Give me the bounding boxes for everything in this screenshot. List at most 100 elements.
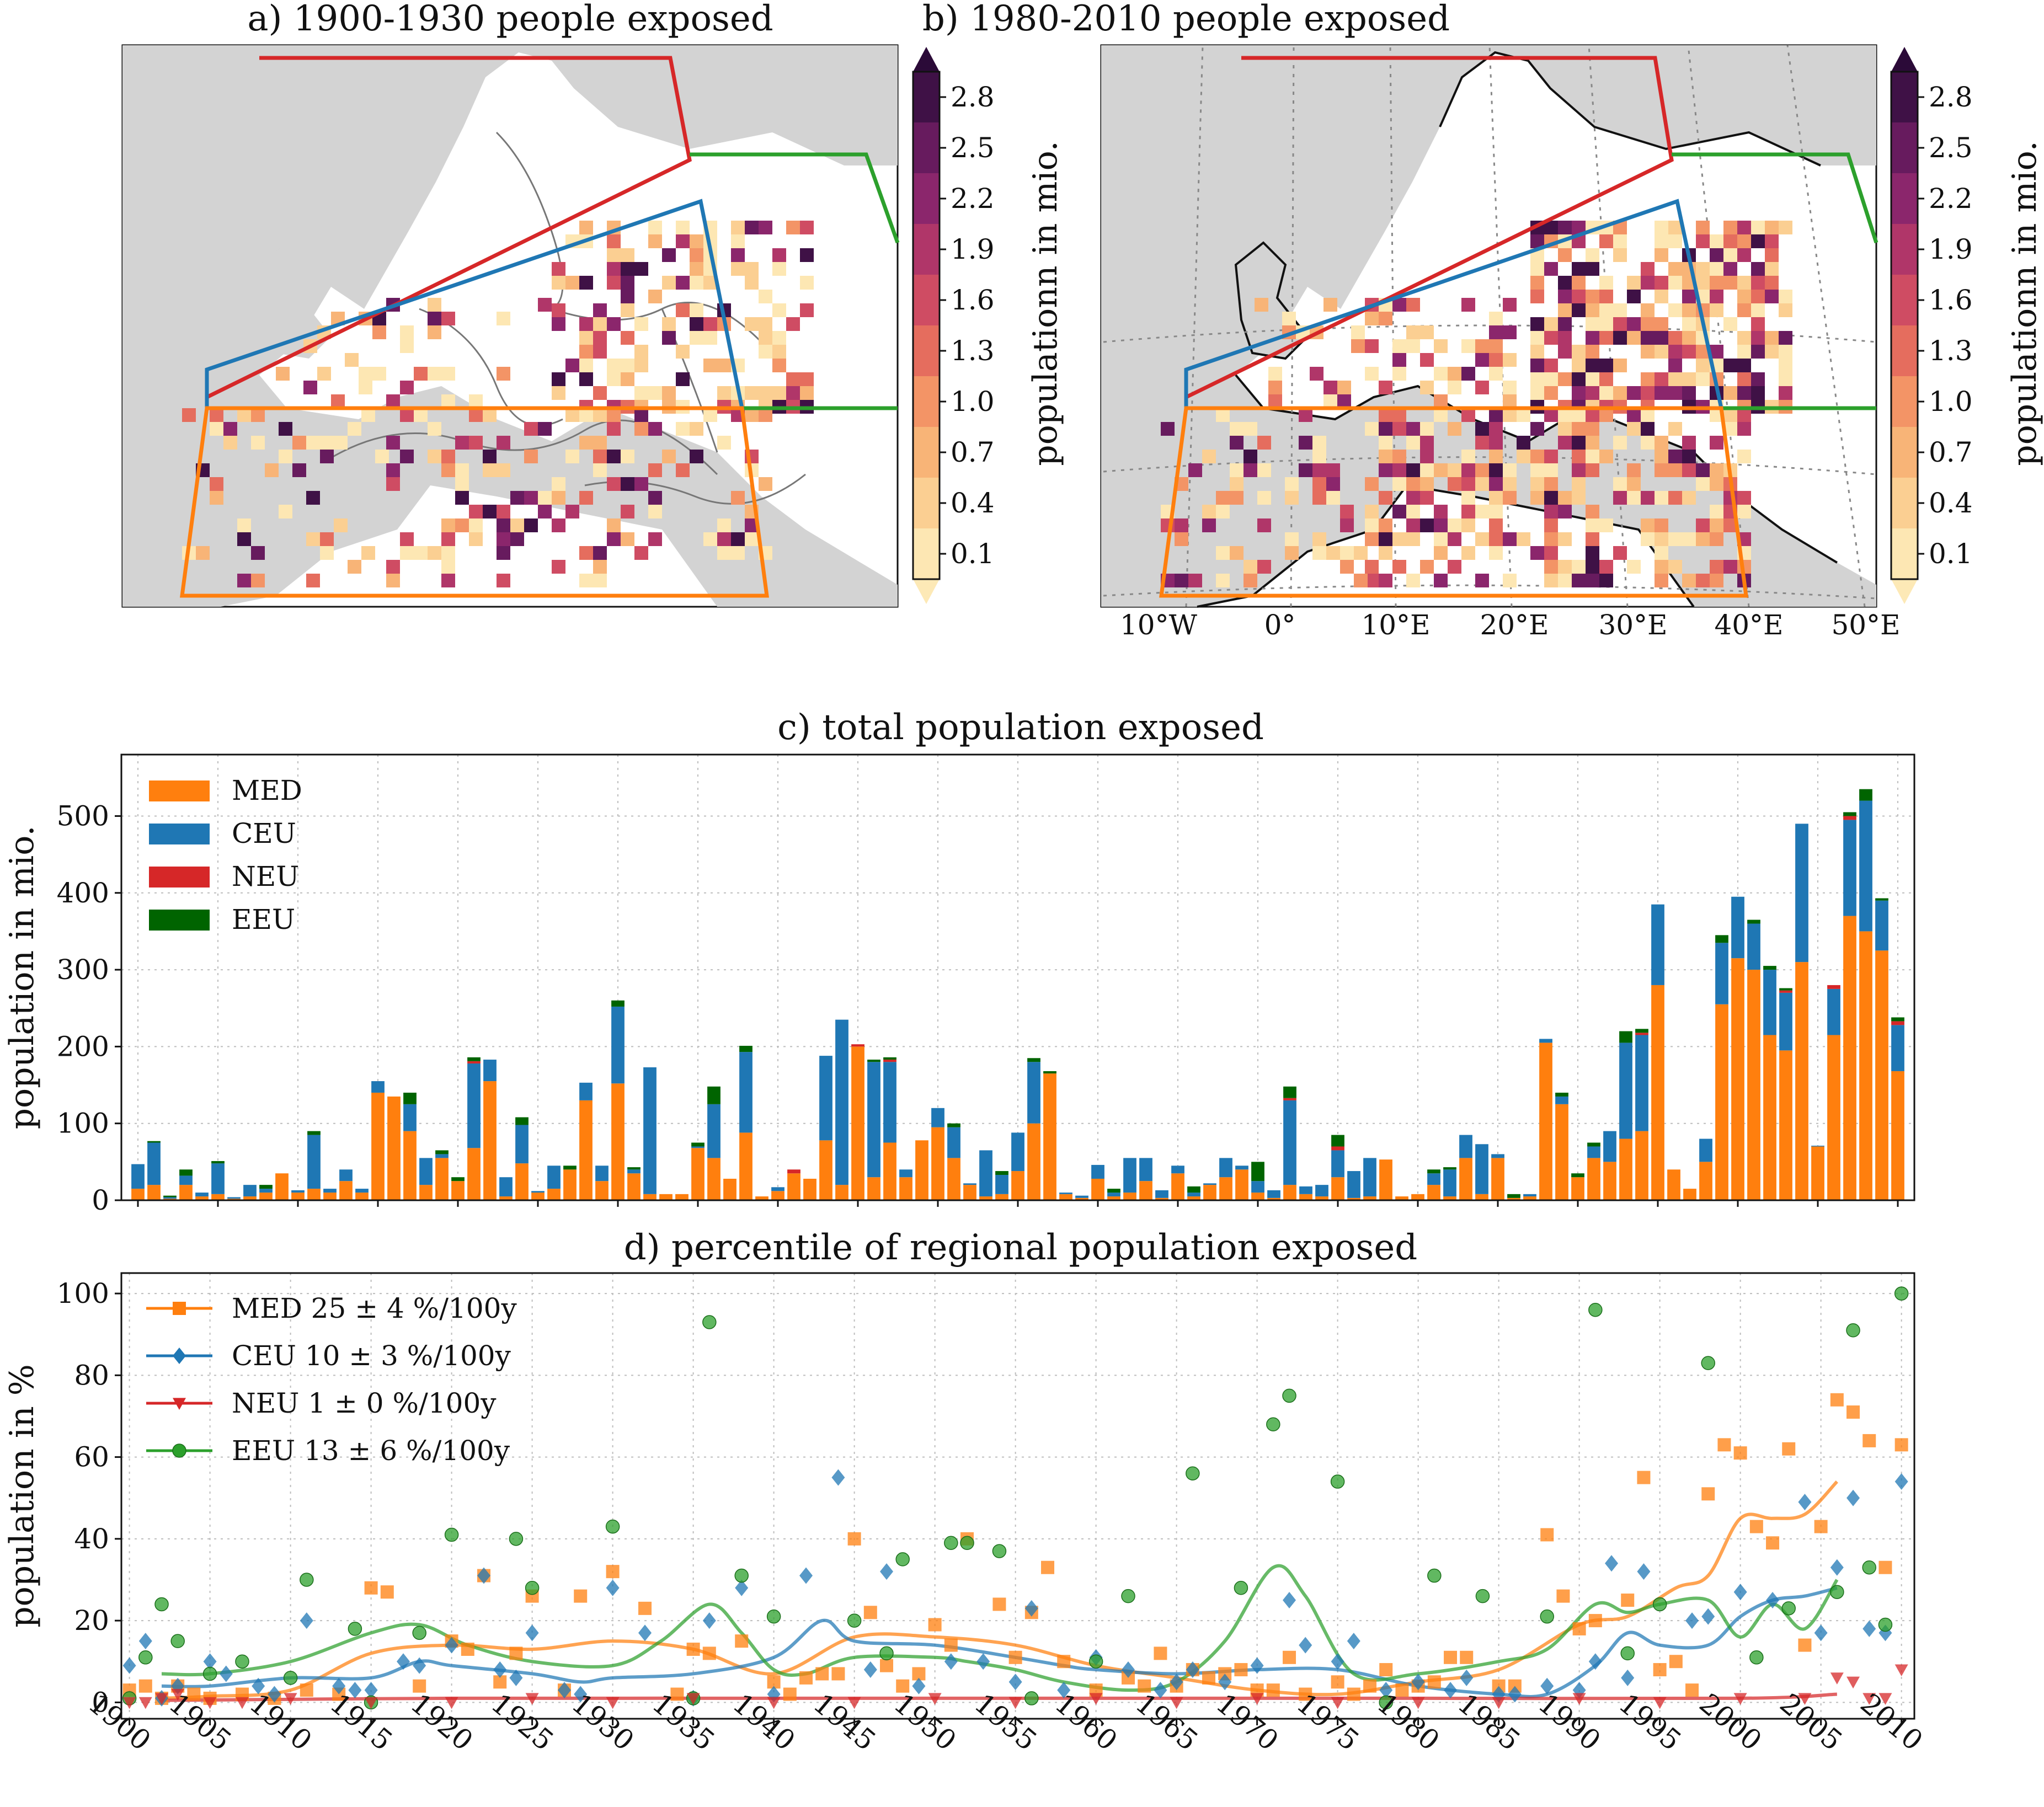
exposure-cell [469, 436, 483, 450]
exposure-cell [1586, 303, 1599, 317]
bar-ceu [515, 1125, 529, 1164]
bar-neu [851, 1044, 864, 1047]
region-box-neu-b [1185, 56, 1674, 399]
exposure-cell [1312, 450, 1326, 463]
exposure-cell [306, 436, 320, 450]
bar-med [739, 1132, 753, 1200]
exposure-cell [1710, 303, 1723, 317]
exposure-cell [1599, 276, 1613, 290]
bar-ceu [259, 1189, 273, 1193]
exposure-cell [621, 372, 634, 386]
region-box-med [180, 406, 769, 598]
bar-med [1027, 1123, 1040, 1200]
point-neu [1798, 1693, 1812, 1705]
exposure-cell [1392, 477, 1406, 491]
exposure-cell [759, 477, 772, 491]
point-eeu [412, 1626, 426, 1640]
bar-ceu [1459, 1135, 1472, 1158]
exposure-cell [1392, 422, 1406, 436]
exposure-cell [1544, 386, 1558, 400]
exposure-cell [1406, 325, 1420, 339]
bar-ceu [499, 1177, 513, 1197]
exposure-cell [1655, 546, 1668, 560]
bar-ceu [579, 1082, 593, 1100]
bar-ceu [1763, 970, 1776, 1035]
exposure-cell [1765, 331, 1779, 345]
bar-eeu [1571, 1173, 1584, 1178]
map-b-lon-labels: 10°W 0° 10°E 20°E 30°E 40°E 50°E [1120, 609, 1901, 641]
colorbar-swatch [913, 275, 940, 325]
exposure-cell [1627, 463, 1641, 477]
bar-ceu [323, 1189, 337, 1193]
exposure-cell [634, 422, 648, 436]
point-eeu [348, 1622, 362, 1636]
exposure-cell [1558, 372, 1572, 386]
legend-swatch-eeu [149, 910, 210, 931]
bar-eeu [1843, 812, 1856, 816]
exposure-cell [1530, 262, 1544, 276]
exposure-cell [1599, 290, 1613, 303]
point-ceu [1024, 1600, 1038, 1617]
bar-eeu [451, 1177, 465, 1182]
bar-med [547, 1189, 561, 1200]
bar-med [1555, 1104, 1568, 1200]
point-eeu [235, 1654, 249, 1669]
colorbar-swatch [913, 72, 940, 122]
point-eeu [1781, 1601, 1796, 1616]
point-ceu [831, 1469, 845, 1486]
bar-ceu [1235, 1166, 1248, 1170]
exposure-cell [800, 372, 814, 386]
exposure-cell [306, 491, 320, 505]
exposure-cell [1544, 450, 1558, 463]
exposure-cell [1668, 450, 1682, 463]
exposure-cell [621, 290, 634, 303]
point-med [815, 1667, 829, 1681]
point-ceu [1411, 1674, 1425, 1691]
exposure-cell [1696, 234, 1710, 248]
exposure-cell [348, 422, 361, 436]
point-eeu [1186, 1466, 1200, 1480]
exposure-cell [786, 317, 800, 331]
bar-med [675, 1194, 689, 1200]
point-eeu [1427, 1568, 1442, 1583]
point-med [1653, 1663, 1667, 1677]
exposure-cell [441, 560, 455, 574]
exposure-cell [717, 386, 731, 400]
exposure-cell [1599, 359, 1613, 372]
bar-eeu [611, 1000, 625, 1007]
bar-med [1139, 1181, 1152, 1200]
exposure-cell [552, 303, 565, 317]
colorbar-swatch [1891, 376, 1918, 427]
colorbar-swatch [913, 122, 940, 173]
exposure-cell [1392, 408, 1406, 422]
point-neu [1492, 1697, 1506, 1709]
exposure-cell [469, 408, 483, 422]
exposure-cell [441, 312, 455, 325]
exposure-cell [1641, 331, 1655, 345]
bar-ceu [1187, 1193, 1200, 1197]
exposure-cell [1489, 546, 1503, 560]
map-b-gridlines [1103, 45, 1877, 607]
point-ceu [268, 1686, 281, 1703]
exposure-cell [1586, 408, 1599, 422]
exposure-cell [292, 463, 306, 477]
exposure-cell [251, 574, 265, 587]
exposure-cell [1530, 463, 1544, 477]
bar-eeu [1027, 1058, 1040, 1062]
exposure-cell [334, 518, 348, 532]
point-neu [284, 1693, 297, 1705]
exposure-cell [1461, 408, 1475, 422]
bar-med [1283, 1185, 1296, 1200]
point-med [1057, 1655, 1071, 1669]
bar-med [1459, 1158, 1472, 1200]
exposure-cell [1268, 367, 1282, 381]
exposure-cell [1351, 339, 1365, 353]
exposure-cell [441, 518, 455, 532]
y-tick-label: 400 [57, 877, 109, 909]
exposure-cell [786, 372, 800, 386]
exposure-cell [1668, 372, 1682, 386]
point-neu [1653, 1697, 1667, 1709]
bar-med [867, 1177, 880, 1200]
exposure-cell [1737, 303, 1751, 317]
